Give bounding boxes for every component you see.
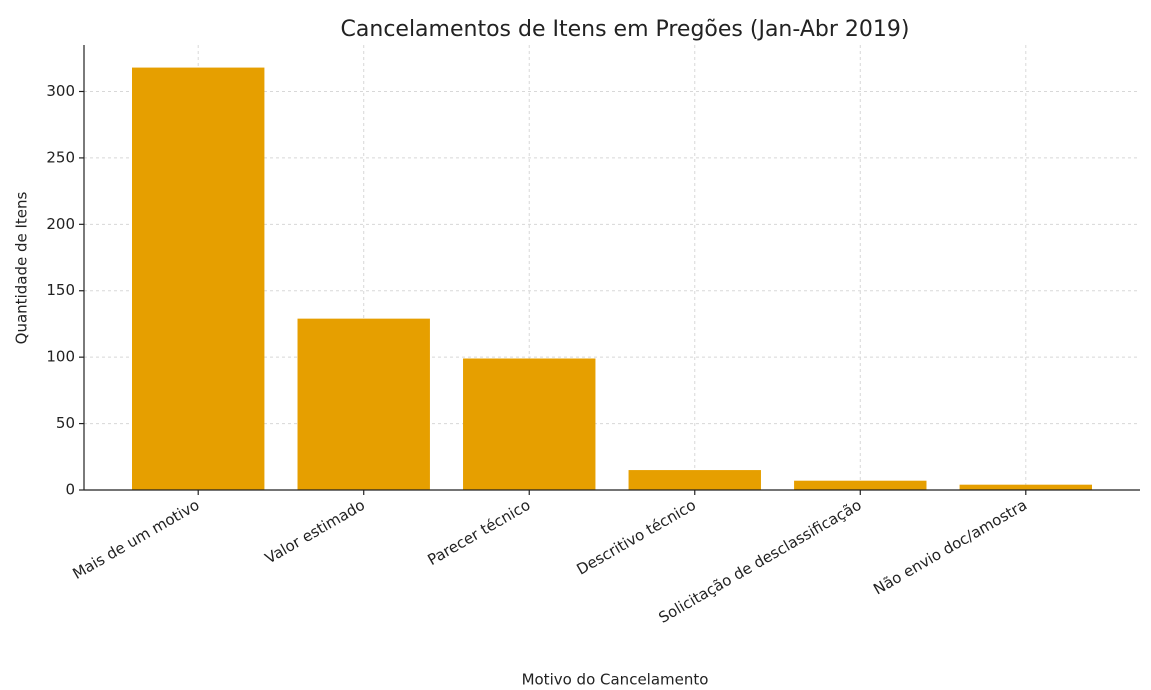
y-tick-label: 0 — [65, 481, 75, 499]
x-tick-label: Não envio doc/amostra — [870, 496, 1030, 599]
y-axis-label: Quantidade de Itens — [13, 191, 31, 344]
chart-title: Cancelamentos de Itens em Pregões (Jan-A… — [341, 17, 910, 42]
bar — [628, 470, 761, 490]
y-tick-label: 100 — [46, 348, 75, 366]
y-tick-label: 250 — [46, 148, 75, 166]
bar — [132, 67, 265, 490]
bar — [463, 358, 596, 490]
bar — [794, 480, 927, 490]
x-axis-label: Motivo do Cancelamento — [522, 671, 709, 689]
bar — [959, 484, 1092, 490]
x-tick-label: Descritivo técnico — [574, 496, 699, 579]
y-tick-label: 50 — [56, 414, 75, 432]
x-tick-label: Parecer técnico — [424, 496, 533, 569]
x-tick-label: Valor estimado — [262, 496, 368, 568]
y-tick-label: 200 — [46, 215, 75, 233]
y-tick-label: 300 — [46, 82, 75, 100]
x-tick-label: Mais de um motivo — [69, 496, 202, 583]
y-tick-label: 150 — [46, 281, 75, 299]
bar — [297, 318, 430, 490]
